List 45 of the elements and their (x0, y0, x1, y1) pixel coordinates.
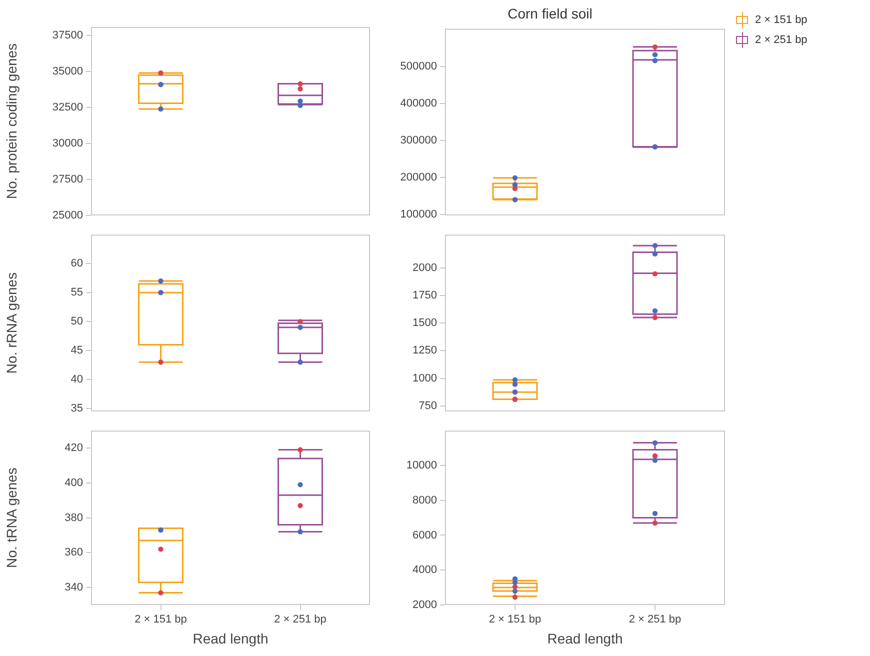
y-tick-label: 750 (418, 400, 437, 412)
y-tick-label: 420 (64, 442, 83, 454)
y-tick-label: 4000 (412, 564, 437, 576)
chart-title: Corn field soil (508, 5, 592, 22)
y-tick-label: 25000 (52, 209, 83, 222)
y-tick-label: 27500 (52, 173, 83, 186)
y-tick-label: 200000 (400, 172, 437, 184)
legend-label: 2 × 151 bp (755, 14, 808, 26)
y-tick-label: 1000 (412, 372, 437, 384)
y-tick-label: 300000 (400, 134, 437, 147)
y-tick-label: 360 (64, 546, 83, 559)
y-tick-label: 6000 (412, 529, 437, 542)
y-tick-label: 1750 (412, 289, 437, 302)
y-tick-label: 100000 (400, 208, 437, 221)
y-tick-label: 45 (70, 344, 83, 357)
y-tick-label: 35 (70, 402, 83, 415)
y-tick-label: 8000 (412, 494, 437, 506)
y-tick-label: 55 (70, 286, 83, 299)
y-tick-label: 50 (70, 316, 83, 328)
x-axis-title: Read length (192, 630, 268, 646)
y-tick-label: 60 (70, 258, 83, 270)
y-tick-label: 500000 (400, 60, 437, 73)
y-tick-label: 30000 (52, 138, 83, 150)
y-tick-label: 380 (64, 512, 83, 524)
y-tick-label: 340 (64, 582, 83, 594)
x-tick-label: 2 × 251 bp (274, 614, 326, 626)
y-tick-label: 2000 (412, 262, 437, 274)
x-tick-label: 2 × 251 bp (628, 614, 682, 626)
y-tick-label: 400000 (400, 98, 437, 110)
y-axis-title: No. tRNA genes (3, 468, 20, 568)
legend-label: 2 × 251 bp (755, 34, 808, 46)
y-tick-label: 400 (64, 476, 83, 489)
x-axis-title: Read length (547, 630, 623, 646)
y-tick-label: 37500 (52, 30, 83, 42)
y-tick-label: 2000 (412, 599, 437, 612)
x-tick-label: 2 × 151 bp (134, 614, 187, 626)
y-axis-title: No. protein coding genes (3, 43, 20, 200)
x-tick-label: 2 × 151 bp (488, 614, 542, 626)
y-tick-label: 40 (70, 374, 83, 386)
y-tick-label: 1250 (412, 344, 437, 357)
y-tick-label: 35000 (52, 66, 83, 78)
y-tick-label: 1500 (412, 317, 437, 330)
y-axis-title: No. rRNA genes (3, 272, 20, 374)
y-tick-label: 32500 (52, 102, 83, 114)
y-tick-label: 10000 (406, 460, 437, 472)
